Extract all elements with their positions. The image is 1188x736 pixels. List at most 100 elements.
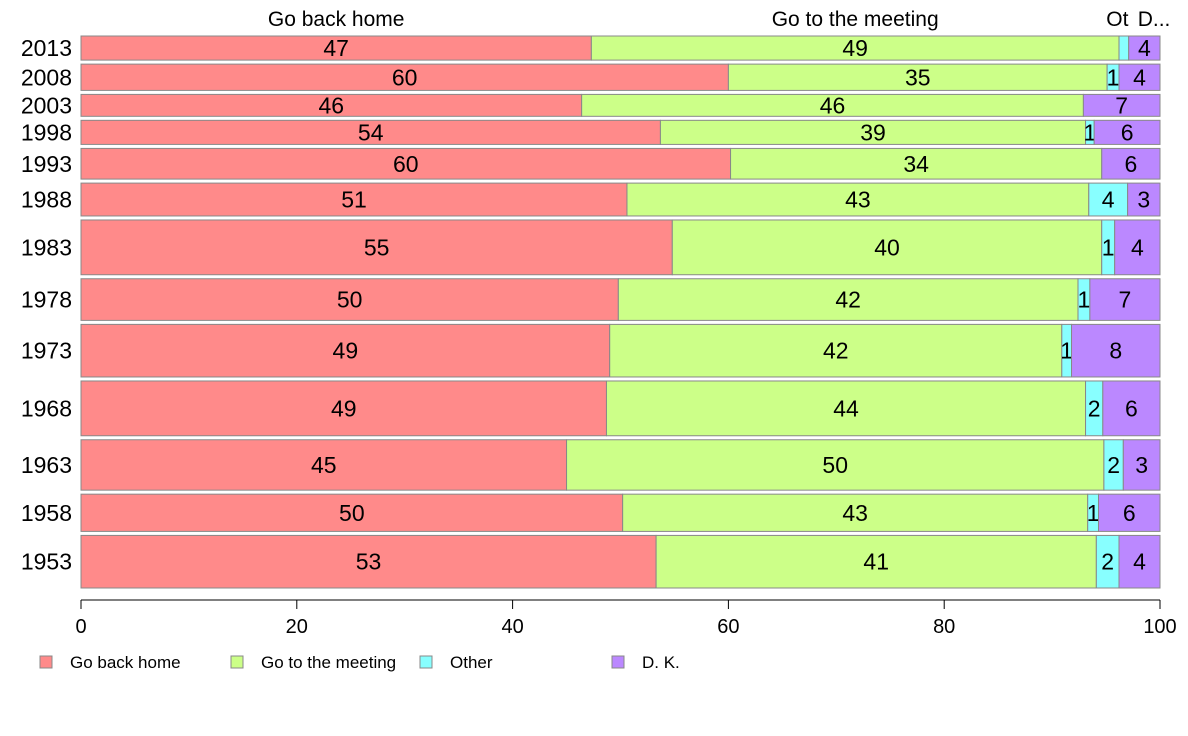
bar-segment: [1127, 182, 1161, 217]
bar-row: 2008 60 35 1 4: [21, 63, 1161, 91]
bar-segment: [80, 147, 732, 180]
data-label: 4: [1102, 187, 1115, 213]
bar-segment: [730, 147, 1103, 180]
bar-row: 1978 50 42 1 7: [21, 278, 1161, 321]
bar-row: 1953 53 41 2 4: [21, 534, 1161, 589]
data-label: 42: [823, 338, 849, 364]
bar-row: 2013 47 49 4: [21, 35, 1161, 61]
bar-segment: [80, 534, 657, 589]
legend-swatch: [419, 655, 433, 669]
x-tick-label: 0: [75, 616, 86, 638]
legend-swatch: [39, 655, 53, 669]
data-label: 1: [1060, 338, 1073, 364]
year-label: 1978: [21, 287, 72, 313]
bar-segment: [605, 380, 1087, 437]
data-label: 1: [1087, 500, 1100, 526]
bar-segment: [80, 119, 661, 145]
bar-segment: [1118, 35, 1130, 61]
year-label: 1968: [21, 395, 72, 421]
bar-segment: [671, 219, 1103, 276]
data-label: 35: [905, 64, 931, 90]
year-label: 1973: [21, 338, 72, 364]
bar-row: 1958 50 43 1 6: [21, 493, 1161, 532]
bar-row: 1988 51 43 4 3: [21, 182, 1161, 217]
data-label: 4: [1138, 35, 1151, 61]
data-label: 44: [833, 395, 859, 421]
bar-segment: [1082, 93, 1161, 117]
bar-segment: [1101, 147, 1161, 180]
bar-segment: [1071, 323, 1161, 378]
data-label: 46: [319, 92, 345, 118]
data-label: 6: [1121, 119, 1134, 145]
x-tick-label: 60: [717, 616, 739, 638]
data-label: 39: [860, 119, 886, 145]
data-label: 43: [845, 187, 871, 213]
bar-segment: [590, 35, 1120, 61]
legend-label: Go back home: [70, 653, 181, 672]
legend-label: D. K.: [642, 653, 680, 672]
bar-segment: [566, 439, 1105, 491]
legend-item: Go to the meeting: [230, 653, 396, 672]
bar-segment: [626, 182, 1090, 217]
data-label: 49: [331, 395, 357, 421]
data-label: 41: [863, 549, 889, 575]
data-label: 8: [1109, 338, 1122, 364]
bar-segment: [80, 278, 619, 321]
legend-swatch: [230, 655, 244, 669]
column-header: Ot: [1106, 8, 1128, 31]
data-label: 49: [333, 338, 359, 364]
data-label: 51: [341, 187, 367, 213]
data-label: 7: [1119, 287, 1132, 313]
year-label: 1993: [21, 151, 72, 177]
legend-swatch: [611, 655, 625, 669]
bar-row: 1983 55 40 1 4: [21, 219, 1161, 276]
bar-segment: [80, 182, 628, 217]
bar-segment: [80, 323, 611, 378]
data-label: 6: [1124, 151, 1137, 177]
bar-row: 2003 46 46 7: [21, 92, 1161, 118]
legend-label: Other: [450, 653, 493, 672]
data-label: 1: [1078, 287, 1091, 313]
data-label: 3: [1135, 452, 1148, 478]
legend-item: D. K.: [611, 653, 680, 672]
bar-segment: [80, 439, 568, 491]
year-label: 1963: [21, 452, 72, 478]
data-label: 50: [339, 500, 365, 526]
data-label: 50: [337, 287, 363, 313]
data-label: 49: [842, 35, 868, 61]
year-label: 2008: [21, 64, 72, 90]
data-label: 60: [393, 151, 419, 177]
bar-segment: [1118, 534, 1161, 589]
bar-segment: [727, 63, 1108, 91]
x-axis: 0 20 40 60 80 100: [75, 599, 1177, 638]
data-label: 3: [1137, 187, 1150, 213]
data-label: 42: [835, 287, 861, 313]
bar-row: 1963 45 50 2 3: [21, 439, 1161, 491]
year-label: 1998: [21, 119, 72, 145]
column-header: D...: [1138, 8, 1171, 31]
bar-row: 1968 49 44 2 6: [21, 380, 1161, 437]
data-label: 40: [874, 234, 900, 260]
x-tick-label: 100: [1143, 616, 1176, 638]
data-label: 4: [1133, 549, 1146, 575]
data-label: 34: [903, 151, 929, 177]
data-label: 1: [1102, 234, 1115, 260]
column-headers: Go back home Go to the meeting Ot D...: [268, 8, 1171, 31]
bar-segment: [1097, 493, 1161, 532]
bar-row: 1973 49 42 1 8: [21, 323, 1161, 378]
legend-item: Go back home: [39, 653, 181, 672]
bar-segment: [1088, 182, 1129, 217]
bar-row: 1993 60 34 6: [21, 147, 1161, 180]
data-label: 2: [1088, 395, 1101, 421]
bar-row: 1998 54 39 1 6: [21, 119, 1161, 145]
data-label: 6: [1125, 395, 1138, 421]
data-label: 4: [1131, 234, 1144, 260]
bar-segment: [1122, 439, 1161, 491]
data-label: 43: [842, 500, 868, 526]
column-header: Go back home: [268, 8, 405, 31]
data-label: 54: [358, 119, 384, 145]
data-label: 53: [356, 549, 382, 575]
bar-segment: [80, 493, 624, 532]
